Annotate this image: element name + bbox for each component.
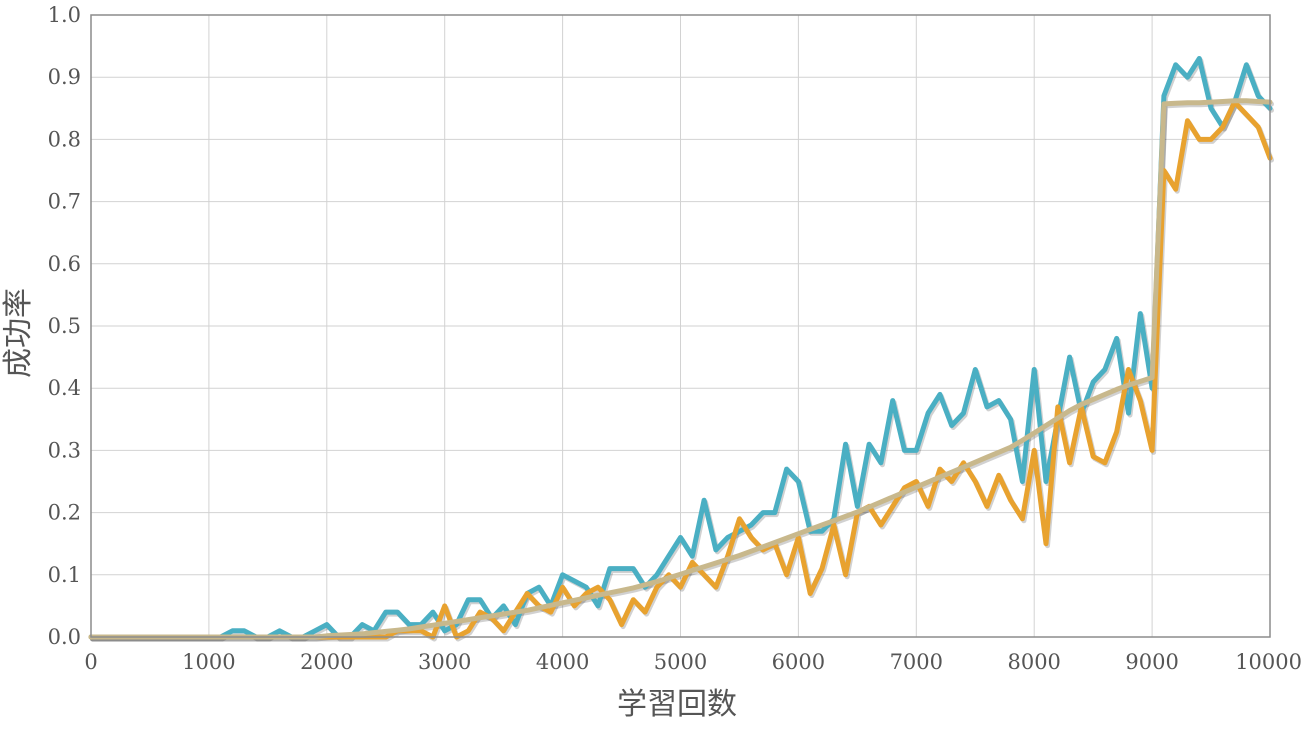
y-tick-label: 0.1 <box>48 563 81 587</box>
x-tick-label: 0 <box>84 650 97 674</box>
y-axis-title: 成功率 <box>1 288 36 378</box>
x-tick-label: 8000 <box>1007 650 1060 674</box>
y-tick-label: 0.8 <box>48 127 81 151</box>
x-tick-label: 7000 <box>890 650 943 674</box>
y-tick-label: 0.9 <box>48 65 81 89</box>
x-tick-label: 4000 <box>536 650 589 674</box>
series-line-shadow <box>90 101 1274 642</box>
x-tick-label: 5000 <box>654 650 707 674</box>
x-axis-ticks: 0 1000 2000 3000 4000 5000 6000 7000 8000 9000 100… <box>84 650 1302 674</box>
series-line-shadow <box>90 100 1274 642</box>
y-axis-ticks: 0.0 0.1 0.2 0.3 0.4 0.5 0.6 0.7 0.8 0.9 1.0 <box>48 3 81 649</box>
y-tick-label: 1.0 <box>48 3 81 27</box>
x-tick-label: 3000 <box>418 650 471 674</box>
x-tick-label: 6000 <box>772 650 825 674</box>
x-tick-label: 10000 <box>1235 650 1302 674</box>
plot-frame <box>90 14 1271 638</box>
y-tick-label: 0.7 <box>48 190 81 214</box>
x-axis-title: 学習回数 <box>617 687 737 722</box>
x-tick-label: 1000 <box>182 650 235 674</box>
y-tick-label: 0.2 <box>48 501 81 525</box>
y-tick-label: 0.6 <box>48 252 81 276</box>
y-tick-label: 0.0 <box>48 625 81 649</box>
y-tick-label: 0.5 <box>48 314 81 338</box>
series-lines <box>88 56 1274 642</box>
x-tick-label: 9000 <box>1125 650 1178 674</box>
series-line-shadow <box>90 58 1274 642</box>
y-tick-label: 0.4 <box>48 376 81 400</box>
x-tick-label: 2000 <box>300 650 353 674</box>
y-tick-label: 0.3 <box>48 438 81 462</box>
